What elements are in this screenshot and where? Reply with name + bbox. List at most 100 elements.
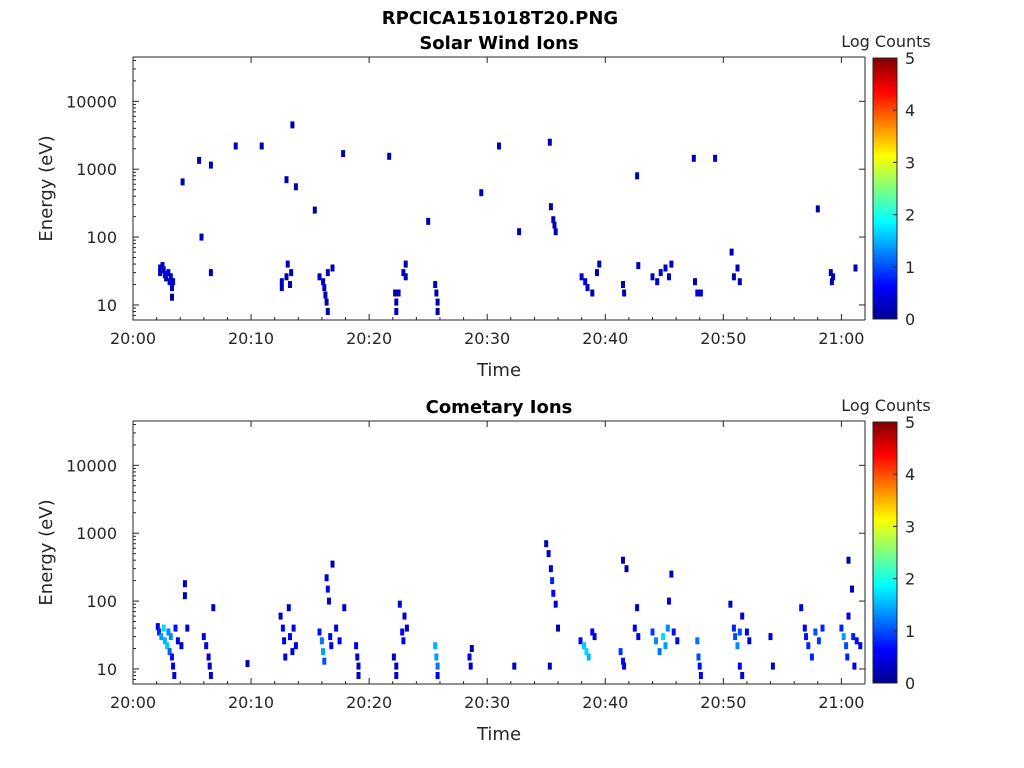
colorbar-tick-label: 0	[905, 310, 915, 329]
spectrogram-cell	[744, 628, 749, 636]
spectrogram-cell	[279, 284, 284, 292]
spectrogram-cell	[735, 642, 740, 650]
spectrogram-cell	[696, 653, 701, 661]
spectrogram-cell	[809, 653, 814, 661]
spectrogram-cell	[747, 637, 752, 645]
spectrogram-cell	[341, 150, 346, 158]
spectrogram-cell	[813, 628, 818, 636]
spectrogram-cell	[663, 264, 668, 272]
spectrogram-cell	[698, 672, 703, 679]
spectrogram-cell	[354, 642, 359, 650]
spectrogram-cell	[735, 264, 740, 272]
spectrogram-cell	[159, 633, 164, 641]
x-tick-label: 20:10	[228, 329, 274, 348]
x-tick-label: 20:20	[346, 693, 392, 712]
colorbar-tick-label: 5	[905, 413, 915, 432]
spectrogram-cell	[551, 216, 556, 224]
spectrogram-cell	[618, 648, 623, 656]
spectrogram-cell	[278, 612, 283, 620]
spectrogram-cell	[852, 662, 857, 670]
spectrogram-cell	[290, 648, 295, 656]
spectrogram-cell	[317, 273, 322, 281]
spectrogram-cell	[207, 662, 212, 670]
spectrogram-cell	[401, 637, 406, 645]
spectrogram-cell	[394, 662, 399, 670]
spectrogram-cell	[393, 289, 398, 297]
spectrogram-cell	[387, 152, 392, 160]
spectrogram-cell	[731, 273, 736, 281]
spectrogram-cell	[740, 672, 745, 679]
spectrogram-cell	[636, 633, 641, 641]
spectrogram-cell	[426, 217, 431, 225]
spectrogram-cell	[325, 585, 330, 593]
spectrogram-cells	[155, 540, 863, 679]
y-tick-label: 10	[97, 660, 117, 679]
spectrogram-cell	[179, 642, 184, 650]
spectrogram-cell	[402, 612, 407, 620]
spectrogram-cell	[582, 642, 586, 650]
spectrogram-cell	[831, 273, 836, 281]
spectrogram-cell	[733, 633, 738, 641]
y-tick-label: 10	[97, 296, 117, 315]
spectrogram-cell	[467, 653, 472, 661]
spectrogram-cell	[846, 556, 851, 564]
spectrogram-cell	[321, 278, 326, 286]
spectrogram-cell	[208, 672, 213, 679]
figure-title: RPCICA151018T20.PNG	[382, 8, 618, 29]
spectrogram-cell	[553, 600, 558, 608]
panel-title: Cometary Ions	[426, 397, 573, 418]
spectrogram-cell	[737, 628, 742, 636]
x-tick-label: 20:20	[346, 329, 392, 348]
spectrogram-cell	[167, 278, 172, 286]
x-tick-label: 20:00	[110, 693, 156, 712]
spectrogram-cell	[204, 642, 209, 650]
spectrogram-cell	[171, 278, 176, 286]
colorbar-tick-label: 1	[905, 622, 915, 641]
spectrogram-cell	[820, 624, 825, 632]
colorbar-tick-label: 4	[905, 101, 915, 120]
spectrogram-cell	[804, 633, 808, 641]
spectrogram-cell	[435, 672, 440, 679]
colorbar-label: Log Counts	[841, 32, 931, 51]
x-tick-label: 20:50	[700, 693, 746, 712]
x-tick-label: 20:40	[582, 693, 628, 712]
spectrogram-cell	[167, 648, 172, 656]
spectrogram-cell	[161, 266, 166, 274]
spectrogram-cell	[206, 653, 211, 661]
colorbar-tick-label: 5	[905, 49, 915, 68]
spectrogram-cell	[661, 633, 666, 641]
spectrogram-cell	[806, 642, 811, 650]
spectrogram-cell	[286, 604, 291, 612]
spectrogram-cell	[162, 637, 167, 645]
y-tick-label: 10000	[66, 456, 117, 475]
spectrogram-cell	[546, 550, 551, 558]
spectrogram-cell	[394, 308, 399, 315]
spectrogram-cell	[841, 633, 846, 641]
spectrogram-cell	[356, 672, 361, 679]
spectrogram-cell	[435, 298, 440, 306]
spectrogram-cell	[280, 624, 285, 632]
spectrogram-cell	[321, 648, 326, 656]
spectrogram-cell	[168, 273, 173, 281]
colorbar-label: Log Counts	[841, 396, 931, 415]
spectrogram-cell	[165, 642, 170, 650]
x-tick-label: 20:10	[228, 693, 274, 712]
spectrogram-cell	[170, 284, 174, 292]
spectrogram-cell	[403, 273, 408, 281]
spectrogram-cell	[550, 577, 555, 585]
spectrogram-cell	[858, 642, 863, 650]
panel-title: Solar Wind Ions	[419, 33, 578, 54]
spectrogram-cell	[259, 142, 264, 150]
spectrogram-cell	[740, 612, 745, 620]
spectrogram-cell	[658, 269, 663, 277]
spectrogram-cell	[170, 293, 174, 301]
y-tick-label: 100	[86, 228, 117, 247]
spectrogram-cell	[319, 637, 324, 645]
spectrogram-cell	[166, 269, 171, 277]
axes-frame	[132, 57, 865, 321]
spectrogram-cell	[324, 574, 329, 582]
x-axis-label: Time	[476, 724, 521, 745]
spectrogram-cell	[284, 273, 289, 281]
spectrogram-cell	[401, 269, 406, 277]
spectrogram-cell	[850, 585, 854, 593]
